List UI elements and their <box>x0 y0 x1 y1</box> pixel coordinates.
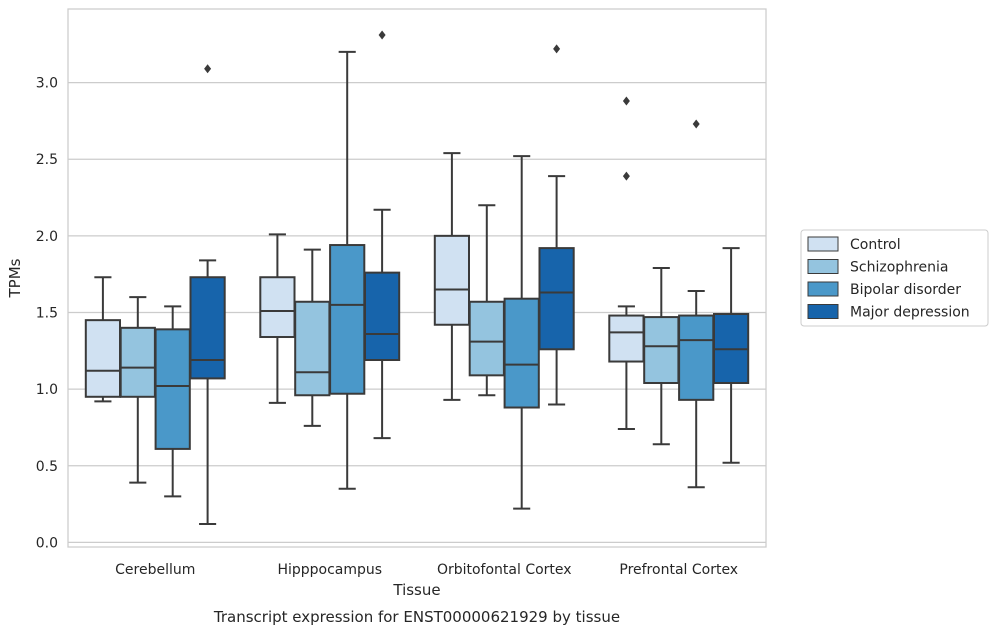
y-tick-label: 0.0 <box>36 535 58 551</box>
box <box>468 204 505 397</box>
y-tick-label: 3.0 <box>36 76 58 92</box>
legend-swatch <box>807 304 839 319</box>
legend-label: Major depression <box>850 305 970 321</box>
box-body <box>363 271 401 362</box>
box-body <box>189 276 226 380</box>
box <box>259 233 296 404</box>
box-body <box>608 314 645 363</box>
box-body <box>119 326 156 398</box>
y-tick-label: 1.5 <box>36 305 58 321</box>
y-tick-label: 2.0 <box>36 229 58 245</box>
legend-swatch <box>807 259 839 274</box>
outlier-point <box>692 119 700 129</box>
box <box>712 247 750 464</box>
x-tick-label: Prefrontal Cortex <box>619 562 738 578</box>
chart-title: Transcript expression for ENST0000062192… <box>213 608 620 626</box>
box <box>503 155 540 510</box>
box-body <box>538 247 575 351</box>
plot-frame <box>67 8 767 548</box>
box-body <box>503 297 540 409</box>
box-body <box>329 244 366 395</box>
legend-label: Bipolar disorder <box>850 282 961 298</box>
box <box>643 267 680 446</box>
box-groups <box>84 30 750 526</box>
legend-frame <box>800 229 989 327</box>
box <box>678 119 715 489</box>
box-body <box>84 319 122 398</box>
box <box>363 30 401 440</box>
x-tick-labels: Cerebellum Hipppocampus Orbitofontal Corte… <box>115 562 738 578</box>
x-tick-label: Hipppocampus <box>277 562 382 578</box>
box-body <box>154 328 191 450</box>
box <box>84 276 122 403</box>
legend-swatch <box>807 236 839 252</box>
box-body <box>678 314 715 401</box>
box <box>433 152 471 401</box>
box <box>189 64 226 526</box>
box <box>119 296 156 484</box>
box-body <box>433 234 471 326</box>
y-tick-label: 0.5 <box>36 459 58 475</box>
outlier-point <box>553 44 561 54</box>
y-axis-label: TPMs <box>6 258 24 298</box>
outlier-point <box>378 30 386 40</box>
box-body <box>468 300 505 377</box>
legend-swatch <box>807 281 839 297</box>
box-body <box>259 276 296 339</box>
y-tick-labels: 0.0 0.5 1.0 1.5 2.0 2.5 3.0 <box>36 76 58 552</box>
box <box>538 44 575 406</box>
legend: Control Schizophrenia Bipolar disorder Majo… <box>800 229 989 327</box>
legend-label: Schizophrenia <box>850 260 948 276</box>
outlier-point <box>622 96 630 106</box>
outlier-point <box>622 171 630 181</box>
x-axis-label: Tissue <box>392 581 440 599</box>
box <box>329 50 366 490</box>
legend-label: Control <box>850 237 901 253</box>
x-tick-label: Cerebellum <box>115 562 195 578</box>
box-body <box>294 300 331 397</box>
x-tick-label: Orbitofontal Cortex <box>437 562 572 578</box>
box-body <box>643 316 680 384</box>
outlier-point <box>204 64 212 74</box>
box <box>294 248 331 427</box>
box <box>154 305 191 498</box>
y-tick-label: 1.0 <box>36 382 58 398</box>
y-tick-label: 2.5 <box>36 152 58 168</box>
box <box>608 96 645 430</box>
